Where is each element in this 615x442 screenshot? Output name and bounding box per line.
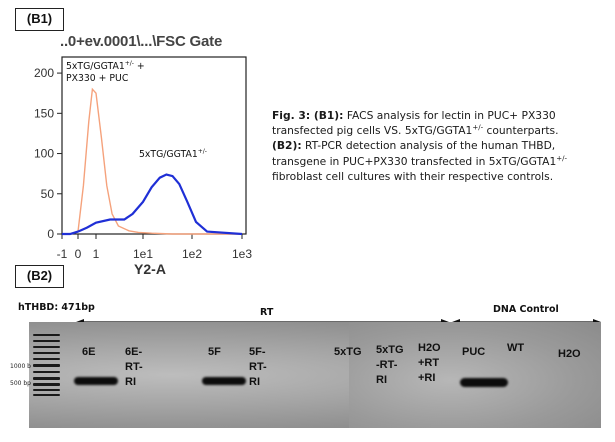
lane-label-5f: 5F <box>208 346 221 358</box>
ladder-band <box>33 340 60 342</box>
facs-y-axis: 0 50 100 150 200 <box>34 66 62 241</box>
facs-x-label: Y2-A <box>134 261 166 277</box>
gel-image <box>29 322 601 428</box>
y-tick-label: 50 <box>41 187 55 201</box>
ladder-band <box>33 394 60 396</box>
annotation-transgenic-sample: 5xTG/GGTA1+/- <box>139 147 207 161</box>
ladder-band <box>33 371 60 373</box>
dna-control-group-label: DNA Control <box>493 304 559 315</box>
lane-label-wt: WT <box>507 342 525 354</box>
y-tick-label: 150 <box>34 106 54 120</box>
lane-band-6e <box>74 377 118 385</box>
figure-caption: Fig. 3: (B1): FACS analysis for lectin i… <box>272 108 612 184</box>
x-tick-label: 1e2 <box>182 247 202 261</box>
ladder-1000-label: 1000 b <box>10 363 31 370</box>
y-tick-label: 100 <box>34 147 54 161</box>
facs-plot-title: ..0+ev.0001\...\FSC Gate <box>60 33 223 50</box>
gel-background-right <box>349 322 601 428</box>
x-tick-label: 1 <box>93 247 100 261</box>
x-tick-label: -1 <box>57 247 68 261</box>
ladder-band <box>33 352 60 354</box>
panel-b1-label: (B1) <box>15 8 64 31</box>
caption-b2-text: RT-PCR detection analysis of the human T… <box>272 139 557 168</box>
lane-band-puc <box>460 378 508 387</box>
hthbd-size-label: hTHBD: 471bp <box>18 302 95 313</box>
lane-label-puc: PUC <box>462 346 486 358</box>
annotation-transgenic-text: 5xTG/GGTA1 <box>139 149 198 160</box>
ladder-band <box>33 346 60 348</box>
lane-label-h2o: H2O <box>558 348 581 360</box>
x-tick-label: 1e1 <box>133 247 153 261</box>
lane-label-5xtg-rt-ri: 5xTG -RT- RI <box>376 344 404 386</box>
annotation-control-line2: PX330 + PUC <box>66 73 129 84</box>
annotation-control-line1: 5xTG/GGTA1 <box>66 61 125 72</box>
y-tick-label: 200 <box>34 66 54 80</box>
x-tick-label: 1e3 <box>232 247 252 261</box>
lane-band-5f <box>202 377 246 385</box>
caption-b1-tail: counterparts. <box>483 124 559 138</box>
series-line-control <box>62 87 242 235</box>
y-tick-label: 0 <box>47 227 54 241</box>
facs-plot-frame <box>61 56 247 235</box>
caption-b1-sup: +/- <box>472 123 484 132</box>
series-line-transgenic <box>62 173 243 236</box>
ladder-band <box>33 364 60 367</box>
caption-b2-tail: fibroblast cell cultures with their resp… <box>272 169 554 183</box>
ladder-band <box>33 389 60 391</box>
lane-label-6e-rt-ri: 6E- RT- RI <box>125 346 143 388</box>
ladder-band <box>33 377 60 380</box>
caption-b2-heading: (B2): <box>272 139 302 153</box>
caption-b1-heading: Fig. 3: (B1): <box>272 109 344 122</box>
panel-b2-label: (B2) <box>15 265 64 288</box>
ladder-band <box>33 383 60 386</box>
caption-b1-text: FACS analysis for lectin in PUC+ PX330 t… <box>272 109 556 138</box>
annotation-transgenic-sup: +/- <box>197 147 207 155</box>
caption-b2-sup: +/- <box>556 154 568 163</box>
ladder-band <box>33 358 60 360</box>
lane-label-6e: 6E <box>82 346 96 358</box>
facs-x-axis: -1 0 1 1e1 1e2 1e3 <box>57 234 252 261</box>
x-tick-label: 0 <box>75 247 82 261</box>
lane-label-5f-rt-ri: 5F- RT- RI <box>249 346 267 388</box>
annotation-control-sup: +/- <box>124 59 134 67</box>
lane-label-h2o-rt-ri: H2O +RT +RI <box>418 342 441 384</box>
rt-group-label: RT <box>260 307 274 318</box>
annotation-control-sample: 5xTG/GGTA1+/- + PX330 + PUC <box>66 59 145 85</box>
ladder-500-label: 500 bp <box>10 380 31 387</box>
annotation-control-tail: + <box>133 61 145 72</box>
lane-label-5xtg: 5xTG <box>334 346 362 358</box>
ladder-band <box>33 334 60 336</box>
